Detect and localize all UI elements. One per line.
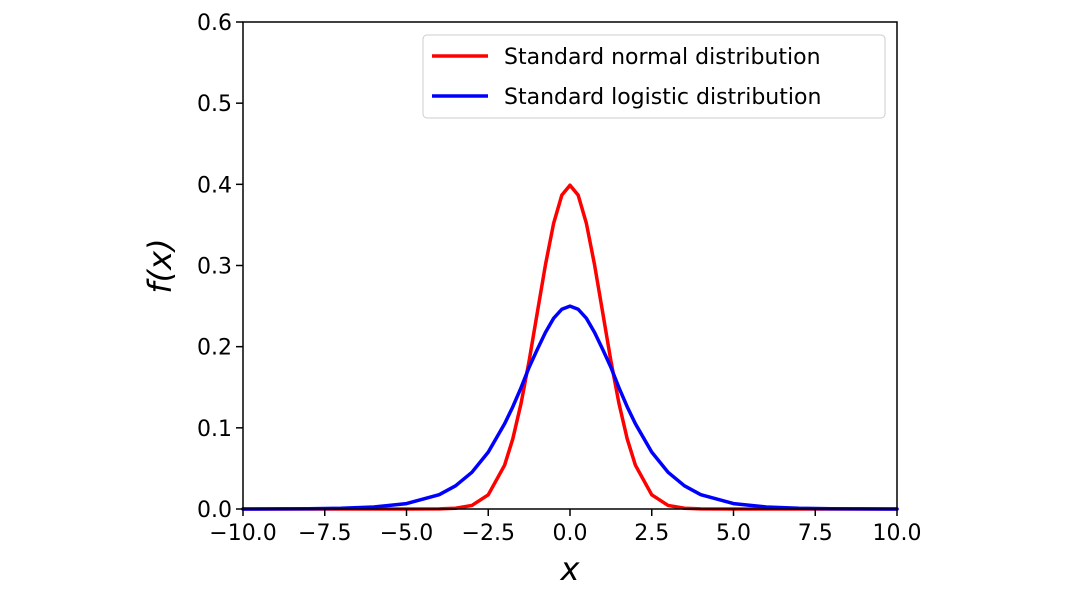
x-tick-label: −7.5	[298, 521, 351, 546]
y-tick-label: 0.6	[197, 11, 232, 36]
legend: Standard normal distribution Standard lo…	[422, 34, 886, 119]
x-axis-label: x	[560, 550, 581, 588]
y-tick-label: 0.5	[197, 92, 232, 117]
y-axis-label: f(x)	[141, 238, 179, 293]
y-tick-label: 0.2	[197, 336, 232, 361]
x-tick-label: −10.0	[209, 521, 276, 546]
y-tick-label: 0.3	[197, 255, 232, 280]
legend-label-logistic: Standard logistic distribution	[504, 85, 821, 110]
x-tick-label: −2.5	[462, 521, 515, 546]
plot-area	[241, 183, 899, 511]
x-tick-label: 0.0	[553, 521, 588, 546]
axis-ticks: −10.0 −7.5 −5.0 −2.5 0.0 2.5 5.0 7.5 10.0 0.0 0.1 0…	[197, 11, 921, 546]
y-tick-label: 0.4	[197, 173, 232, 198]
series-line-standard-logistic-distribution	[241, 304, 899, 511]
axes-frame	[242, 21, 898, 510]
y-tick-label: 0.0	[197, 498, 232, 523]
x-tick-label: 7.5	[798, 521, 833, 546]
x-tick-label: 5.0	[716, 521, 751, 546]
y-tick-label: 0.1	[197, 417, 232, 442]
x-tick-label: −5.0	[380, 521, 433, 546]
series-line-standard-normal-distribution	[241, 183, 899, 511]
x-tick-label: 10.0	[873, 521, 922, 546]
legend-box	[422, 34, 886, 119]
x-tick-label: 2.5	[634, 521, 669, 546]
legend-label-normal: Standard normal distribution	[504, 45, 821, 70]
